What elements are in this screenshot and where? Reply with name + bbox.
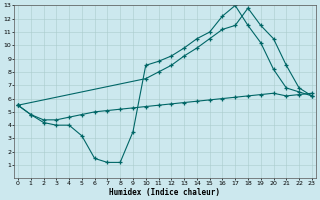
X-axis label: Humidex (Indice chaleur): Humidex (Indice chaleur) bbox=[109, 188, 220, 197]
